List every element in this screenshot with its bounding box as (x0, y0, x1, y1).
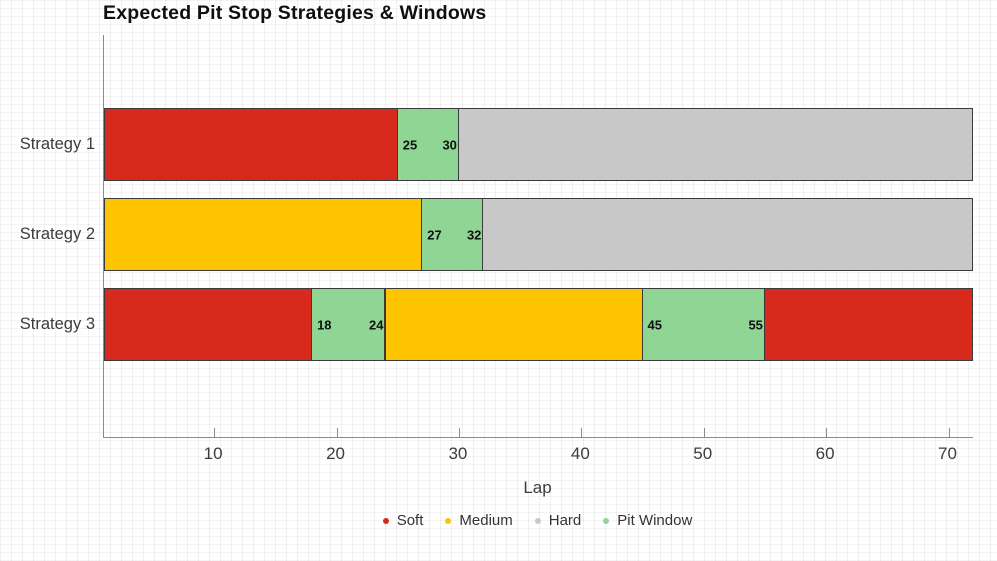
legend-item-pit-window[interactable]: Pit Window (603, 513, 692, 528)
bar-segment-pit-window: 27 32 (421, 198, 484, 271)
bar-segment-pit-window: 18 24 (311, 288, 386, 361)
x-tick-mark (703, 428, 705, 437)
pit-window-start-label: 45 (647, 317, 662, 332)
legend-label: Pit Window (617, 512, 693, 529)
x-tick-mark (458, 428, 460, 437)
x-tick-label: 50 (693, 444, 713, 463)
pit-window-start-label: 25 (402, 137, 418, 152)
chart-title: Expected Pit Stop Strategies & Windows (103, 2, 487, 24)
pit-window-start-label: 18 (317, 317, 332, 332)
legend: Soft Medium Hard Pit Window (103, 513, 972, 528)
y-tick-label: Strategy 3 (19, 315, 95, 333)
pit-window-end-label: 30 (442, 137, 457, 152)
x-axis-title: Lap (523, 478, 552, 497)
strategy-row: 18 24 45 55 (104, 288, 973, 361)
legend-label: Medium (459, 512, 513, 529)
legend-dot (603, 517, 610, 524)
x-tick-label: 60 (815, 444, 835, 463)
plot-area: 25 30 27 32 18 24 45 55 (103, 35, 973, 438)
legend-item-medium[interactable]: Medium (445, 512, 513, 529)
strategy-row: 25 30 (104, 108, 973, 181)
x-tick-mark (214, 428, 216, 437)
y-tick-label: Strategy 2 (19, 225, 95, 243)
x-tick-label: 20 (326, 444, 345, 463)
pit-window-start-label: 27 (427, 227, 442, 242)
legend-dot (534, 517, 541, 524)
legend-item-soft[interactable]: Soft (382, 512, 424, 529)
legend-label: Hard (548, 512, 582, 529)
pit-window-end-label: 55 (748, 317, 763, 332)
x-tick-label: 10 (203, 444, 223, 463)
bar-segment-medium (104, 198, 423, 271)
legend-dot (445, 517, 452, 524)
pit-window-end-label: 24 (369, 317, 384, 332)
bar-segment-pit-window: 25 30 (396, 108, 459, 181)
x-tick-mark (336, 428, 338, 437)
x-tick-mark (581, 428, 583, 437)
y-tick-label: Strategy 1 (19, 135, 95, 153)
legend-item-hard[interactable]: Hard (534, 512, 582, 529)
legend-label: Soft (396, 512, 424, 529)
bar-segment-hard (482, 198, 973, 271)
bar-segment-pit-window: 45 55 (641, 288, 765, 361)
strategy-row: 27 32 (104, 198, 973, 271)
x-tick-mark (948, 428, 950, 437)
bar-segment-medium (384, 288, 643, 361)
pit-window-end-label: 32 (466, 227, 482, 242)
legend-dot (382, 517, 389, 524)
bar-segment-soft (104, 288, 313, 361)
x-tick-mark (826, 428, 828, 437)
bar-segment-soft (104, 108, 398, 181)
bar-segment-soft (763, 288, 973, 361)
x-tick-label: 30 (448, 444, 468, 463)
x-tick-label: 70 (938, 444, 957, 463)
x-tick-label: 40 (570, 444, 590, 463)
bar-segment-hard (457, 108, 973, 181)
